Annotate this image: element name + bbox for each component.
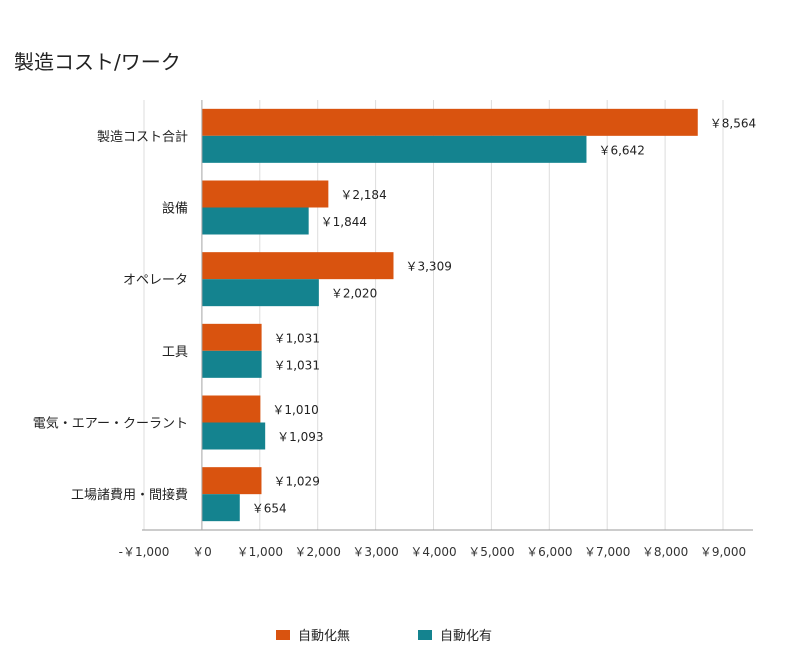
category-label-0: 製造コスト合計 [97, 129, 188, 145]
legend-item-series-1: 自動化有 [418, 625, 492, 644]
x-tick-label-1: ￥0 [192, 545, 212, 559]
legend-item-series-0: 自動化無 [276, 625, 350, 644]
data-label-s0-c4: ￥1,010 [272, 403, 318, 417]
data-label-s0-c3: ￥1,031 [274, 331, 320, 345]
bar-s1-c5 [201, 494, 240, 522]
bar-s0-c4 [201, 395, 261, 423]
category-label-2: オペレータ [123, 273, 188, 288]
bar-s1-c4 [201, 422, 266, 450]
bar-s1-c0 [201, 135, 587, 163]
category-label-1: 設備 [162, 201, 188, 217]
bar-s0-c0 [201, 108, 698, 136]
bar-s1-c3 [201, 350, 262, 378]
bar-s1-c2 [201, 279, 319, 307]
x-tick-label-7: ￥6,000 [526, 545, 572, 559]
legend-label-series-0: 自動化無 [298, 629, 351, 644]
category-label-3: 工具 [162, 345, 188, 360]
axes: -￥1,000 ￥0 ￥1,000 ￥2,000 ￥3,000 ￥4,000 ￥5,000 ￥… [33, 100, 753, 559]
x-tick-label-3: ￥2,000 [295, 545, 341, 559]
legend-swatch-series-1 [418, 629, 432, 640]
bar-s0-c2 [201, 252, 394, 280]
category-label-5: 工場諸費用・間接費 [71, 487, 188, 503]
data-label-s1-c2: ￥2,020 [331, 287, 377, 301]
data-label-s1-c4: ￥1,093 [277, 430, 323, 444]
x-tick-label-0: -￥1,000 [119, 545, 170, 559]
legend: 自動化無 自動化有 [0, 625, 790, 645]
x-tick-label-5: ￥4,000 [410, 545, 456, 559]
category-label-4: 電気・エアー・クーラント [33, 416, 188, 432]
bar-s0-c3 [201, 323, 262, 351]
legend-swatch-series-0 [276, 629, 290, 640]
data-label-s1-c3: ￥1,031 [274, 358, 320, 372]
data-label-s1-c5: ￥654 [252, 502, 287, 516]
grid-lines [143, 100, 724, 530]
bars [201, 108, 698, 522]
x-tick-label-4: ￥3,000 [352, 545, 398, 559]
x-tick-label-2: ￥1,000 [237, 545, 283, 559]
legend-label-series-1: 自動化有 [440, 629, 493, 644]
data-labels: ￥8,564 ￥6,642 ￥2,184 ￥1,844 ￥3,309 ￥2,020 ￥1,0… [252, 116, 756, 515]
bar-s0-c5 [201, 467, 262, 495]
data-label-s0-c5: ￥1,029 [273, 475, 319, 489]
data-label-s0-c2: ￥3,309 [405, 260, 451, 274]
chart-title: 製造コスト/ワーク [14, 50, 181, 74]
data-label-s0-c0: ￥8,564 [710, 116, 756, 130]
x-tick-label-10: ￥9,000 [700, 545, 746, 559]
data-label-s1-c1: ￥1,844 [321, 215, 367, 229]
data-label-s1-c0: ￥6,642 [598, 143, 644, 157]
bar-s0-c1 [201, 180, 329, 208]
x-tick-label-9: ￥8,000 [642, 545, 688, 559]
data-label-s0-c1: ￥2,184 [340, 188, 386, 202]
x-tick-label-6: ￥5,000 [468, 545, 514, 559]
x-tick-label-8: ￥7,000 [584, 545, 630, 559]
bar-s1-c1 [201, 207, 309, 235]
